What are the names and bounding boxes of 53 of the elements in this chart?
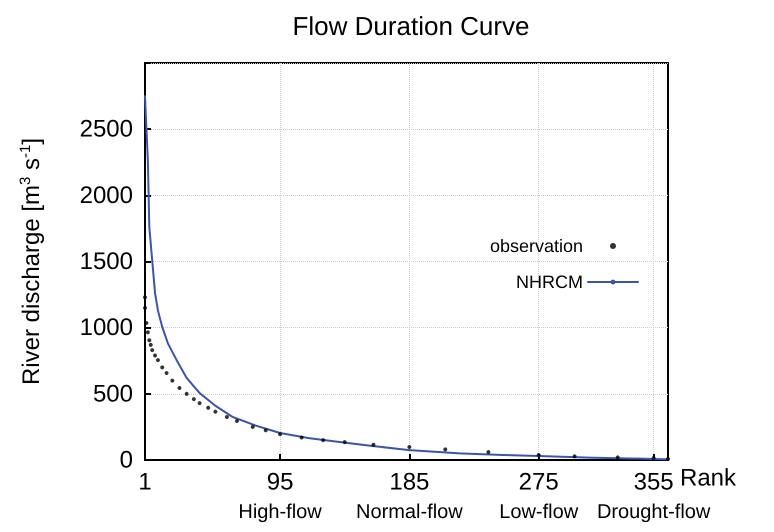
x-tick-label: 275 (518, 468, 559, 496)
point (342, 440, 347, 444)
y-tick-label: 1500 (80, 248, 133, 275)
point (300, 436, 304, 440)
legend-label: observation (490, 236, 583, 256)
point (321, 438, 326, 442)
point (407, 445, 412, 450)
point (213, 410, 218, 414)
point (150, 348, 154, 352)
point (153, 353, 158, 358)
legend-label: NHRCM (516, 272, 583, 292)
y-tick-label: 2000 (80, 182, 133, 209)
point (164, 371, 169, 376)
text: Normal-flow (356, 501, 464, 523)
point (206, 406, 210, 410)
y-tick-label: 2500 (80, 116, 133, 143)
point (192, 397, 196, 402)
chart-title: Flow Duration Curve (292, 11, 530, 41)
x-tick-label: 185 (389, 468, 430, 496)
point (156, 358, 160, 362)
y-axis-title: River discharge [m3 s-1] (17, 138, 45, 386)
point (177, 386, 182, 390)
x-axis-title: Rank (680, 464, 738, 492)
point (616, 455, 620, 460)
point (666, 456, 670, 461)
point (250, 424, 255, 429)
y-tick-label: 0 (120, 446, 133, 474)
text: Drought-flow (596, 501, 711, 523)
point (143, 306, 147, 310)
text: High-flow (238, 501, 322, 523)
point (443, 447, 448, 452)
y-tick-label: 1000 (80, 314, 133, 342)
point (264, 428, 268, 432)
point (234, 418, 239, 423)
point (148, 342, 153, 347)
x-tick-label: 1 (138, 468, 152, 496)
point (170, 378, 174, 383)
text: Low-flow (499, 501, 579, 523)
point (278, 432, 282, 436)
point (198, 401, 202, 406)
point (143, 295, 147, 300)
point (147, 338, 152, 342)
y-tick-label: 500 (92, 380, 133, 408)
point (536, 452, 541, 457)
point (486, 450, 490, 454)
point (224, 414, 229, 419)
x-tick-label: 95 (266, 468, 294, 496)
point (184, 392, 189, 396)
x-tick-label: 355 (634, 468, 674, 496)
point (572, 454, 577, 458)
point (160, 365, 164, 370)
point (371, 442, 376, 447)
point (146, 330, 150, 334)
